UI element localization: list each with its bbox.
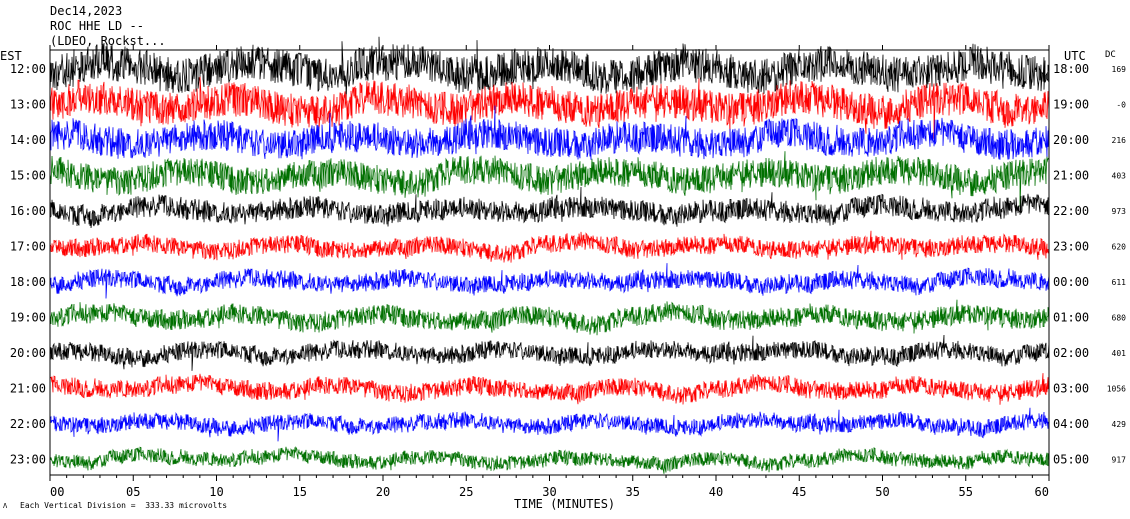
dc-value: 680 [1112, 314, 1127, 323]
x-tick-label: 20 [376, 485, 390, 499]
trace-hour-1600 [49, 186, 1050, 229]
right-hour-label: 02:00 [1053, 346, 1089, 360]
dc-value: 917 [1112, 456, 1127, 465]
left-hour-label: 16:00 [10, 204, 46, 218]
x-tick-label: 25 [459, 485, 473, 499]
left-hour-label: 22:00 [10, 417, 46, 431]
dc-value: 403 [1112, 172, 1127, 181]
left-hour-label: 23:00 [10, 453, 46, 467]
left-hour-label: 13:00 [10, 98, 46, 112]
x-tick-label: 05 [126, 485, 140, 499]
right-hour-label: 22:00 [1053, 204, 1089, 218]
left-hour-label: 20:00 [10, 346, 46, 360]
trace-hour-1800 [49, 263, 1050, 299]
dc-values-column: 169 -0 216 403 973 620 611 680 401 1056 429 917 [1107, 65, 1126, 465]
dc-value: 401 [1112, 349, 1127, 358]
trace-hour-2200 [49, 407, 1050, 442]
left-hour-axis: 12:00 13:00 14:00 15:00 16:00 17:00 18:00 19:00… [10, 62, 46, 467]
x-tick-label: 45 [792, 485, 806, 499]
x-tick-label: 10 [209, 485, 223, 499]
x-tick-label: 40 [709, 485, 723, 499]
left-hour-label: 19:00 [10, 311, 46, 325]
scale-icon: Λ [3, 502, 8, 510]
right-hour-label: 01:00 [1053, 311, 1089, 325]
right-hour-label: 03:00 [1053, 382, 1089, 396]
x-tick-label: 50 [875, 485, 889, 499]
right-hour-label: 20:00 [1053, 133, 1089, 147]
dc-header-label: DC [1105, 50, 1116, 60]
trace-hour-1500 [49, 151, 1050, 207]
right-hour-label: 04:00 [1053, 417, 1089, 431]
x-axis: 00 05 10 15 20 25 30 35 40 45 50 55 60 [49, 45, 1050, 499]
utc-axis-label: UTC [1064, 49, 1086, 63]
dc-value: 973 [1112, 207, 1127, 216]
trace-hour-2000 [49, 334, 1050, 371]
right-hour-label: 05:00 [1053, 453, 1089, 467]
dc-value: 620 [1112, 243, 1127, 252]
right-hour-label: 00:00 [1053, 275, 1089, 289]
est-axis-label: EST [0, 49, 22, 63]
dc-value: 216 [1112, 136, 1127, 145]
trace-hour-1700 [49, 230, 1050, 263]
trace-hour-1300 [49, 76, 1050, 139]
left-hour-label: 21:00 [10, 382, 46, 396]
right-hour-label: 23:00 [1053, 240, 1089, 254]
x-tick-label: 00 [50, 485, 64, 499]
left-hour-label: 15:00 [10, 169, 46, 183]
x-tick-label: 60 [1035, 485, 1049, 499]
left-hour-label: 18:00 [10, 275, 46, 289]
dc-value: 169 [1112, 65, 1127, 74]
right-hour-label: 19:00 [1053, 98, 1089, 112]
trace-layer [49, 36, 1050, 474]
left-hour-label: 14:00 [10, 133, 46, 147]
x-tick-label: 55 [959, 485, 973, 499]
trace-hour-2300 [49, 446, 1050, 474]
right-hour-axis: 18:00 19:00 20:00 21:00 22:00 23:00 00:00 01:00… [1053, 62, 1089, 467]
x-tick-label: 15 [293, 485, 307, 499]
left-hour-label: 12:00 [10, 62, 46, 76]
station-label: ROC HHE LD -- [50, 19, 144, 33]
right-hour-label: 18:00 [1053, 62, 1089, 76]
dc-value: 429 [1112, 420, 1127, 429]
dc-value: -0 [1116, 101, 1126, 110]
right-hour-label: 21:00 [1053, 169, 1089, 183]
x-axis-title: TIME (MINUTES) [514, 497, 615, 511]
date-label: Dec14,2023 [50, 4, 123, 18]
trace-hour-1400 [49, 105, 1050, 160]
trace-hour-1900 [49, 299, 1050, 336]
x-tick-label: 35 [626, 485, 640, 499]
scale-note: Each Vertical Division = 333.33 microvol… [20, 501, 227, 510]
trace-hour-1200 [49, 36, 1050, 103]
trace-hour-2100 [49, 373, 1050, 405]
dc-value: 611 [1112, 278, 1127, 287]
x-tick-label: 30 [542, 485, 556, 499]
dc-value: 1056 [1107, 385, 1126, 394]
left-hour-label: 17:00 [10, 240, 46, 254]
location-label: (LDEO, Rockst... [50, 34, 166, 48]
